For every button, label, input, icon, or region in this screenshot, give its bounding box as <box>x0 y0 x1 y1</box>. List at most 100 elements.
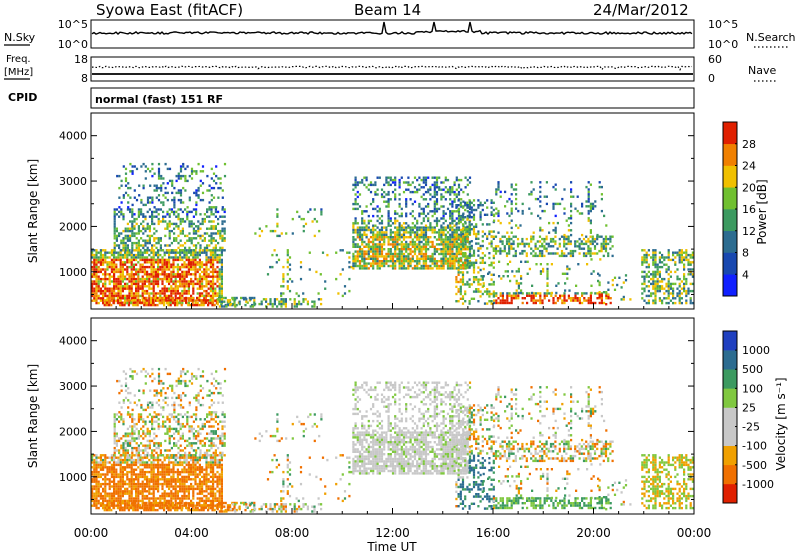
power-cell <box>411 238 414 241</box>
power-cell <box>581 301 584 305</box>
velocity-cell <box>150 466 153 469</box>
power-cell <box>218 273 221 276</box>
power-cell <box>383 238 386 241</box>
power-cell <box>205 277 208 281</box>
power-cell <box>218 268 221 271</box>
power-cell <box>157 282 160 286</box>
power-cell <box>201 249 204 252</box>
velocity-cell <box>104 454 107 457</box>
power-cell <box>592 207 595 210</box>
power-cell <box>166 249 169 252</box>
velocity-cell <box>104 463 107 467</box>
power-cell <box>462 248 465 251</box>
power-cell <box>271 302 274 306</box>
power-cell <box>501 301 504 305</box>
power-cell <box>383 231 386 234</box>
power-cell <box>559 202 562 206</box>
power-cell <box>95 289 98 293</box>
power-cell <box>391 231 395 234</box>
power-cell <box>124 244 127 247</box>
power-cell <box>561 197 564 201</box>
power-cell <box>550 291 553 295</box>
power-cell <box>165 251 168 254</box>
power-cell <box>118 234 121 238</box>
power-cell <box>127 194 130 197</box>
power-cell <box>372 198 375 201</box>
power-cell <box>517 294 520 297</box>
velocity-cell <box>124 480 127 483</box>
power-cell <box>433 183 436 187</box>
power-cell <box>431 255 434 258</box>
power-cell <box>647 275 650 278</box>
power-cell <box>683 282 686 286</box>
power-cell <box>137 246 140 250</box>
power-cell <box>140 201 143 204</box>
power-cell <box>217 241 220 245</box>
power-cell <box>594 205 597 208</box>
power-cell <box>411 202 414 206</box>
power-cell <box>208 189 211 192</box>
power-cell <box>672 251 675 254</box>
power-cell <box>389 257 392 260</box>
power-cell <box>592 205 595 208</box>
power-cell <box>460 243 463 246</box>
power-cell <box>539 294 542 297</box>
velocity-cell <box>102 468 105 471</box>
power-cell <box>455 188 458 191</box>
power-cell <box>119 296 122 300</box>
power-cell <box>164 196 167 199</box>
power-cell <box>184 189 187 192</box>
power-cell <box>145 299 148 302</box>
power-cell <box>358 255 362 258</box>
power-cell <box>501 235 504 238</box>
power-cell <box>199 184 202 187</box>
power-cell <box>449 198 452 201</box>
velocity-cell <box>97 480 100 483</box>
power-cell <box>176 297 179 300</box>
power-cell <box>541 229 544 232</box>
power-cell <box>477 237 480 240</box>
power-cell <box>181 285 184 288</box>
power-cell <box>214 299 217 302</box>
power-cell <box>506 231 509 234</box>
power-cell <box>479 247 482 250</box>
power-cell <box>689 297 692 300</box>
power-cell <box>105 303 108 307</box>
power-cell <box>198 277 201 281</box>
power-cell <box>383 236 386 239</box>
power-cell <box>442 248 445 251</box>
power-cell <box>146 265 149 269</box>
power-cell <box>422 228 425 232</box>
velocity-cell <box>104 458 107 462</box>
power-cell <box>435 181 439 184</box>
power-cell <box>173 222 176 226</box>
power-cell <box>119 277 122 281</box>
power-cell <box>433 212 436 215</box>
power-cell <box>194 282 197 286</box>
power-cell <box>539 195 542 198</box>
power-cell <box>446 231 450 234</box>
power-cell <box>205 253 208 257</box>
power-cell <box>168 287 171 290</box>
velocity-cell <box>126 492 129 495</box>
power-cell <box>352 224 355 227</box>
power-cell <box>416 228 419 232</box>
power-cell <box>215 206 218 209</box>
power-cell <box>678 301 681 305</box>
power-cell <box>194 277 197 281</box>
power-cell <box>652 270 655 274</box>
power-cell <box>161 287 164 290</box>
power-cell <box>102 268 105 271</box>
power-cell <box>453 255 456 258</box>
power-cell <box>409 183 412 187</box>
power-cell <box>168 299 171 302</box>
power-cell <box>168 225 171 228</box>
power-cell <box>481 252 484 255</box>
power-cell <box>464 233 467 236</box>
power-cell <box>656 265 659 269</box>
power-cell <box>552 237 555 241</box>
velocity-cell <box>93 458 96 462</box>
power-cell <box>466 183 469 187</box>
power-cell <box>275 261 278 264</box>
power-cell <box>121 270 124 274</box>
